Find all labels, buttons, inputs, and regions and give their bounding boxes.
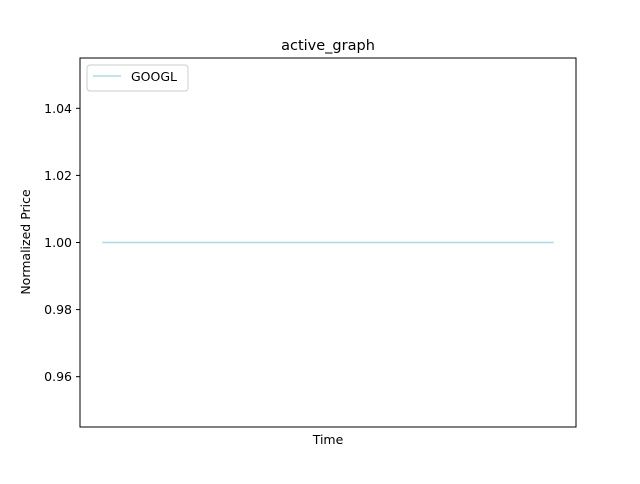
- y-tick-label: 1.04: [44, 101, 72, 116]
- y-tick-label: 1.02: [44, 168, 72, 183]
- y-axis-label: Normalized Price: [18, 189, 33, 295]
- axes-frame: [79, 57, 577, 428]
- legend-label-googl: GOOGL: [131, 69, 177, 84]
- y-axis-ticks: 0.96 0.98 1.00 1.02 1.04: [44, 101, 80, 384]
- y-tick-label: 1.00: [44, 235, 72, 250]
- legend: GOOGL: [86, 64, 189, 92]
- x-axis-label: Time: [312, 432, 344, 447]
- y-tick-label: 0.98: [44, 302, 72, 317]
- y-tick-label: 0.96: [44, 369, 72, 384]
- legend-box: [86, 64, 189, 92]
- chart-title: active_graph: [281, 38, 375, 54]
